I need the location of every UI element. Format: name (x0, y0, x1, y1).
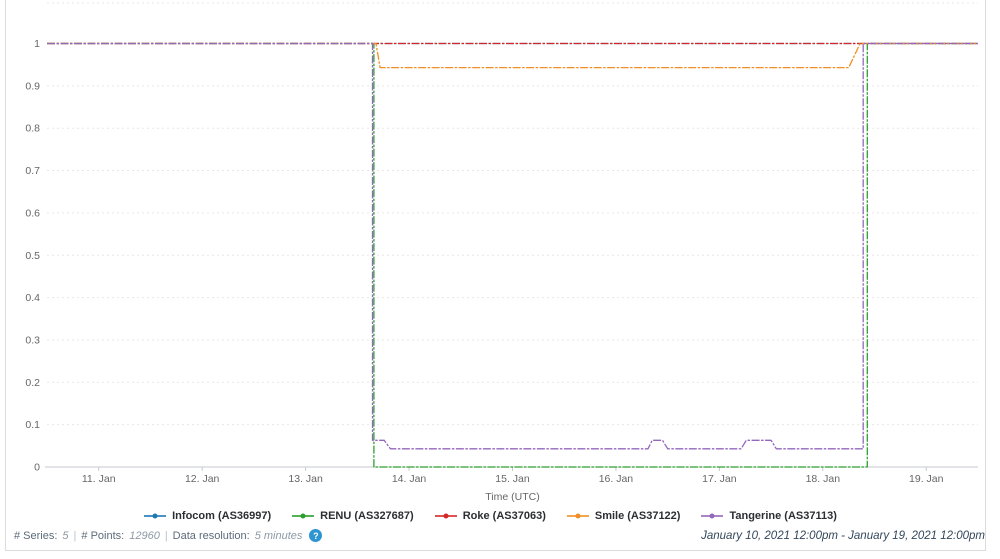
svg-text:0.6: 0.6 (25, 207, 40, 219)
svg-text:11. Jan: 11. Jan (82, 473, 116, 485)
legend-label: Roke (AS37063) (462, 510, 546, 522)
y-axis-labels: 0 0.1 0.2 0.3 0.4 0.5 0.6 0.7 0.8 0.9 1 (25, 38, 40, 474)
svg-text:15. Jan: 15. Jan (495, 473, 530, 485)
svg-text:19. Jan: 19. Jan (909, 473, 944, 485)
stats-bar: # Series: 5 | # Points: 12960 | Data res… (14, 529, 323, 542)
svg-text:16. Jan: 16. Jan (599, 473, 634, 485)
chart-legend: Infocom (AS36997) RENU (AS327687) Roke (AS… (0, 508, 980, 524)
legend-marker-icon (144, 513, 167, 519)
legend-label: RENU (AS327687) (320, 510, 414, 522)
series-line-4[interactable] (47, 42, 978, 450)
svg-text:0.3: 0.3 (25, 334, 40, 346)
legend-item-4[interactable]: Tangerine (AS37113) (700, 510, 837, 522)
legend-item-1[interactable]: RENU (AS327687) (291, 510, 414, 522)
svg-text:14. Jan: 14. Jan (392, 473, 427, 485)
svg-text:0.1: 0.1 (25, 419, 40, 431)
svg-text:0.2: 0.2 (25, 377, 40, 389)
svg-text:1: 1 (34, 38, 40, 50)
legend-marker-icon (701, 513, 724, 519)
svg-text:18. Jan: 18. Jan (806, 473, 841, 485)
resolution-value: 5 minutes (254, 529, 303, 542)
chart-card (5, 0, 986, 551)
svg-text:0.7: 0.7 (25, 165, 40, 177)
separator: | (73, 529, 77, 542)
points-count-label: # Points: (81, 529, 125, 542)
legend-label: Smile (AS37122) (594, 510, 681, 522)
svg-text:13. Jan: 13. Jan (288, 473, 323, 485)
legend-marker-icon (566, 513, 589, 519)
svg-text:0.8: 0.8 (25, 123, 40, 135)
svg-text:12. Jan: 12. Jan (185, 473, 220, 485)
legend-item-3[interactable]: Smile (AS37122) (566, 510, 681, 522)
points-count-value: 12960 (129, 529, 160, 542)
svg-text:0: 0 (34, 462, 40, 474)
legend-marker-icon (292, 513, 315, 519)
svg-text:17. Jan: 17. Jan (702, 473, 737, 485)
timeseries-chart[interactable]: 0 0.1 0.2 0.3 0.4 0.5 0.6 0.7 0.8 0.9 1 11. Jan 12. … (0, 0, 1000, 506)
x-axis-title: Time (UTC) (485, 491, 539, 503)
date-range-label: January 10, 2021 12:00pm - January 19, 2… (701, 530, 985, 542)
series-count-label: # Series: (14, 529, 58, 542)
help-icon[interactable]: ? (309, 529, 323, 542)
svg-text:0.4: 0.4 (25, 292, 40, 304)
gridlines (47, 2, 978, 426)
legend-label: Infocom (AS36997) (172, 510, 272, 522)
legend-item-0[interactable]: Infocom (AS36997) (143, 510, 271, 522)
svg-text:0.9: 0.9 (25, 80, 40, 92)
series-line-3[interactable] (47, 42, 978, 69)
resolution-label: Data resolution: (172, 529, 250, 542)
legend-item-2[interactable]: Roke (AS37063) (434, 510, 546, 522)
legend-label: Tangerine (AS37113) (729, 510, 837, 522)
series-count-value: 5 (62, 529, 69, 542)
legend-marker-icon (434, 513, 457, 519)
separator: | (164, 529, 168, 542)
x-axis: 11. Jan 12. Jan 13. Jan 14. Jan 15. Jan 16. J… (45, 466, 978, 485)
svg-text:0.5: 0.5 (25, 250, 40, 262)
